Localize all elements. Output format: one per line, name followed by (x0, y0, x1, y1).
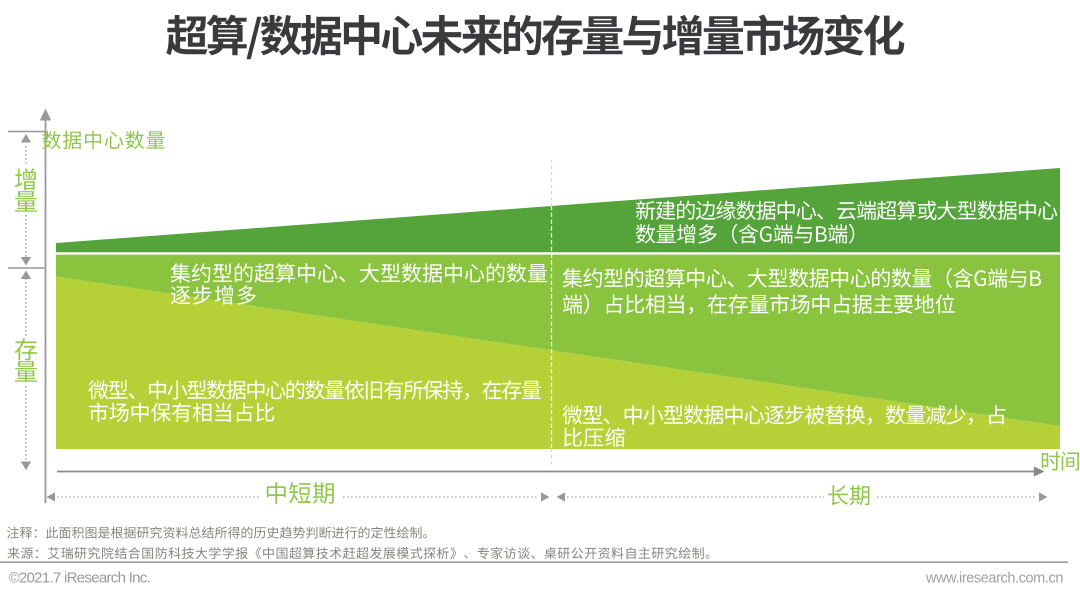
svg-text:www.iresearch.com.cn: www.iresearch.com.cn (925, 571, 1063, 587)
svg-text:©2021.7 iResearch Inc.: ©2021.7 iResearch Inc. (9, 570, 151, 587)
